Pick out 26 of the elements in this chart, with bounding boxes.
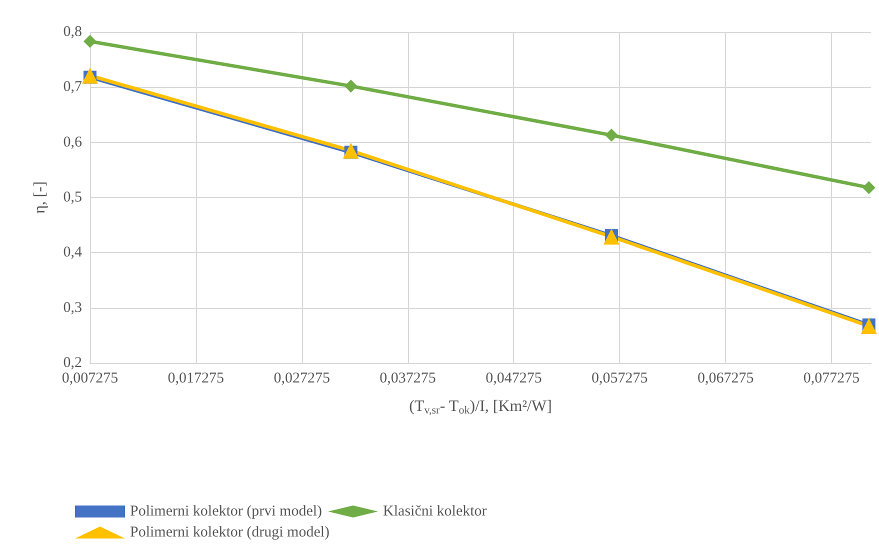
x-tick-label: 0,007275	[62, 370, 118, 386]
x-tick-label: 0,017275	[168, 370, 224, 386]
legend-label: Polimerni kolektor (prvi model)	[130, 504, 322, 520]
point	[604, 128, 618, 142]
x-tick-label: 0,027275	[274, 370, 330, 386]
x-tick-label: 0,067275	[697, 370, 754, 386]
x-tick-label: 0,057275	[592, 370, 648, 386]
point	[862, 181, 876, 194]
point	[84, 34, 96, 48]
x-tick-label: 0,077275	[803, 370, 860, 386]
x-tick-label: 0,047275	[486, 370, 542, 386]
point	[344, 80, 358, 93]
y-tick-label: 0,4	[63, 244, 82, 261]
point	[82, 68, 98, 84]
y-tick-label: 0,7	[63, 79, 82, 96]
legend-label: Klasični kolektor	[383, 504, 487, 520]
legend-label: Polimerni kolektor (drugi model)	[130, 524, 330, 540]
y-tick-label: 0,2	[63, 355, 82, 371]
y-axis-title: η, [-]	[32, 181, 48, 214]
y-tick-label: 0,8	[63, 24, 82, 40]
point	[860, 318, 877, 334]
y-tick-label: 0,5	[63, 190, 82, 206]
y-tick-label: 0,3	[63, 300, 82, 316]
x-tick-label: 0,037275	[380, 370, 436, 386]
point	[342, 142, 359, 159]
y-tick-label: 0,6	[63, 134, 82, 150]
